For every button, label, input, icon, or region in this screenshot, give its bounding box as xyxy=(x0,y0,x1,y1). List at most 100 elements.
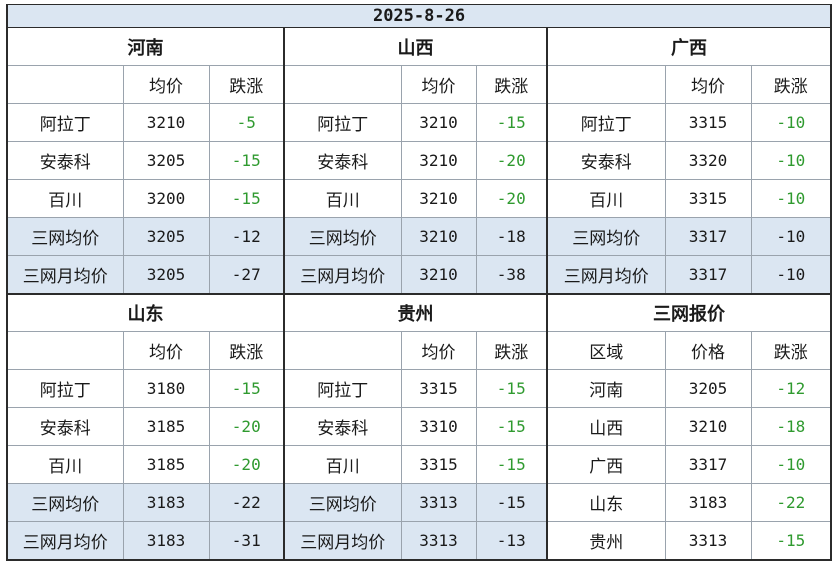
change-value: -15 xyxy=(475,103,548,142)
column-header-change: 跌涨 xyxy=(475,331,548,370)
change-value: -5 xyxy=(208,103,285,142)
column-header-price: 均价 xyxy=(664,65,752,104)
price-value: 3210 xyxy=(122,103,210,142)
date-title: 2025-8-26 xyxy=(5,4,833,28)
price-value: 3315 xyxy=(664,103,752,142)
price-value: 3210 xyxy=(400,217,477,256)
price-value: 3210 xyxy=(400,179,477,218)
row-label: 三网月均价 xyxy=(283,255,402,294)
column-header-change: 跌涨 xyxy=(750,65,833,104)
price-value: 3205 xyxy=(122,141,210,180)
column-header-blank xyxy=(6,65,124,104)
row-label: 三网均价 xyxy=(283,483,402,522)
row-label: 三网均价 xyxy=(6,217,124,256)
price-value: 3315 xyxy=(400,369,477,408)
change-value: -18 xyxy=(475,217,548,256)
column-header-price: 均价 xyxy=(400,331,477,370)
summary-price: 3317 xyxy=(664,445,752,484)
change-value: -15 xyxy=(208,179,285,218)
row-label: 三网均价 xyxy=(546,217,666,256)
column-header-change: 跌涨 xyxy=(208,331,285,370)
price-value: 3310 xyxy=(400,407,477,446)
summary-region: 山西 xyxy=(546,407,666,446)
summary-price: 3205 xyxy=(664,369,752,408)
price-table: 2025-8-26 河南 山西 广西 均价 跌涨 均价 跌涨 均价 跌涨 阿拉丁 3210 -5 阿拉丁… xyxy=(5,4,833,561)
change-value: -20 xyxy=(475,141,548,180)
column-header-price: 均价 xyxy=(122,65,210,104)
panel-title: 贵州 xyxy=(283,292,548,332)
panel-title: 山东 xyxy=(6,292,285,332)
column-header-change: 跌涨 xyxy=(208,65,285,104)
column-header: 跌涨 xyxy=(750,331,833,370)
change-value: -15 xyxy=(475,369,548,408)
row-label: 三网月均价 xyxy=(6,255,124,294)
row-label: 安泰科 xyxy=(6,141,124,180)
price-value: 3313 xyxy=(400,483,477,522)
panel-title: 河南 xyxy=(6,27,285,66)
column-header: 价格 xyxy=(664,331,752,370)
change-value: -10 xyxy=(750,255,833,294)
column-header-change: 跌涨 xyxy=(475,65,548,104)
change-value: -15 xyxy=(208,369,285,408)
change-value: -15 xyxy=(208,141,285,180)
change-value: -13 xyxy=(475,521,548,561)
column-header-price: 均价 xyxy=(400,65,477,104)
row-label: 三网均价 xyxy=(6,483,124,522)
price-value: 3210 xyxy=(400,141,477,180)
change-value: -12 xyxy=(208,217,285,256)
row-label: 三网月均价 xyxy=(6,521,124,561)
row-label: 阿拉丁 xyxy=(283,103,402,142)
change-value: -15 xyxy=(475,483,548,522)
summary-price: 3210 xyxy=(664,407,752,446)
summary-price: 3313 xyxy=(664,521,752,561)
column-header-blank xyxy=(546,65,666,104)
column-header: 区域 xyxy=(546,331,666,370)
price-value: 3205 xyxy=(122,255,210,294)
summary-change: -18 xyxy=(750,407,833,446)
change-value: -10 xyxy=(750,103,833,142)
row-label: 百川 xyxy=(6,179,124,218)
row-label: 安泰科 xyxy=(283,141,402,180)
change-value: -15 xyxy=(475,445,548,484)
row-label: 三网月均价 xyxy=(546,255,666,294)
summary-price: 3183 xyxy=(664,483,752,522)
price-value: 3185 xyxy=(122,407,210,446)
price-value: 3210 xyxy=(400,103,477,142)
row-label: 阿拉丁 xyxy=(6,369,124,408)
change-value: -27 xyxy=(208,255,285,294)
row-label: 阿拉丁 xyxy=(546,103,666,142)
change-value: -38 xyxy=(475,255,548,294)
row-label: 安泰科 xyxy=(283,407,402,446)
row-label: 百川 xyxy=(283,179,402,218)
row-label: 百川 xyxy=(6,445,124,484)
summary-region: 山东 xyxy=(546,483,666,522)
price-value: 3205 xyxy=(122,217,210,256)
price-value: 3317 xyxy=(664,255,752,294)
price-value: 3315 xyxy=(400,445,477,484)
price-value: 3185 xyxy=(122,445,210,484)
panel-title: 广西 xyxy=(545,27,833,66)
summary-change: -10 xyxy=(750,445,833,484)
summary-region: 贵州 xyxy=(546,521,666,561)
price-value: 3183 xyxy=(122,521,210,561)
row-label: 安泰科 xyxy=(6,407,124,446)
column-header-price: 均价 xyxy=(122,331,210,370)
panel-title: 三网报价 xyxy=(545,292,833,332)
change-value: -10 xyxy=(750,217,833,256)
price-value: 3183 xyxy=(122,483,210,522)
price-value: 3317 xyxy=(664,217,752,256)
panel-title: 山西 xyxy=(283,27,548,66)
price-value: 3315 xyxy=(664,179,752,218)
change-value: -10 xyxy=(750,179,833,218)
row-label: 百川 xyxy=(546,179,666,218)
change-value: -22 xyxy=(208,483,285,522)
column-header-blank xyxy=(283,331,402,370)
row-label: 百川 xyxy=(283,445,402,484)
change-value: -31 xyxy=(208,521,285,561)
row-label: 阿拉丁 xyxy=(283,369,402,408)
row-label: 三网均价 xyxy=(283,217,402,256)
summary-change: -15 xyxy=(750,521,833,561)
column-header-blank xyxy=(6,331,124,370)
summary-region: 河南 xyxy=(546,369,666,408)
summary-change: -22 xyxy=(750,483,833,522)
